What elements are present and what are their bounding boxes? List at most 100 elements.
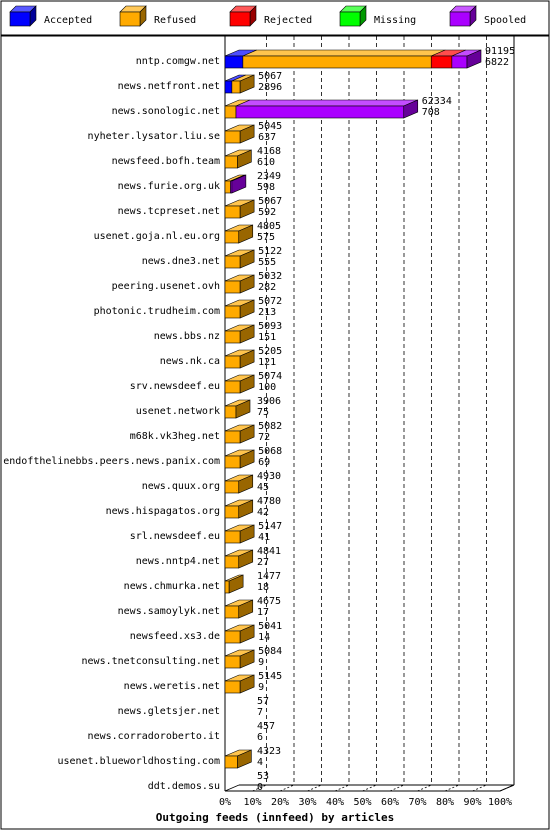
- x-tick-label: 70%: [408, 797, 426, 808]
- value-label-top: 5045: [258, 121, 282, 132]
- bar-row: [224, 374, 255, 394]
- value-label-top: 5072: [258, 296, 282, 307]
- value-label-top: 4168: [257, 146, 281, 157]
- value-label-top: 1477: [257, 571, 281, 582]
- bar-row: [224, 499, 254, 519]
- bar-side-face: [239, 424, 255, 444]
- row-label: news.bbs.nz: [154, 331, 220, 342]
- value-label-bottom: 708: [422, 107, 440, 118]
- value-label-top: 4805: [257, 221, 281, 232]
- legend-label-spooled: Spooled: [484, 15, 526, 26]
- value-label-bottom: 4: [257, 757, 263, 768]
- value-label-bottom: 0: [257, 782, 263, 793]
- bar-side-face: [238, 549, 254, 569]
- x-tick-label: 60%: [381, 797, 399, 808]
- bar-side-face: [239, 249, 255, 269]
- value-labels: 9119568225067289662334708504563741686102…: [257, 46, 515, 793]
- bar-side-face: [238, 499, 254, 519]
- bar-side-face: [466, 49, 482, 69]
- value-label-bottom: 9: [258, 682, 264, 693]
- floor-tick: [389, 784, 405, 792]
- x-tick-label: 0%: [219, 797, 231, 808]
- floor-tick: [224, 784, 240, 792]
- legend: Accepted Refused Rejected Missing Spooled: [0, 0, 550, 36]
- x-tick-label: 50%: [353, 797, 371, 808]
- value-label-bottom: 9: [258, 657, 264, 668]
- bar-side-face: [239, 649, 255, 669]
- bar-row: [224, 49, 482, 69]
- legend-item-refused: Refused: [119, 5, 196, 27]
- bar-segment-refused: [224, 524, 255, 544]
- legend-item-accepted: Accepted: [9, 5, 92, 27]
- bar-side-face: [239, 299, 255, 319]
- bar-row: [224, 99, 419, 119]
- legend-swatch-missing: [339, 11, 361, 27]
- bar-segment-refused: [224, 674, 255, 694]
- row-label: news.tnetconsulting.net: [82, 656, 220, 667]
- legend-swatch-spooled: [449, 11, 471, 27]
- legend-label-missing: Missing: [374, 15, 416, 26]
- row-labels: nntp.comgw.net news.netfront.net news.sono…: [3, 56, 220, 792]
- value-label-top: 4780: [257, 496, 281, 507]
- row-label: newsfeed.bofh.team: [112, 156, 220, 167]
- bar-row: [224, 224, 254, 244]
- value-label-top: 5074: [258, 371, 282, 382]
- bar-side-face: [239, 374, 255, 394]
- bar-row: [224, 124, 255, 144]
- bar-row: [224, 749, 252, 769]
- bar-segment-refused: [224, 274, 255, 294]
- row-label: peering.usenet.ovh: [112, 281, 220, 292]
- row-label: news.weretis.net: [124, 681, 220, 692]
- value-label-top: 4323: [257, 746, 281, 757]
- row-label: news.dne3.net: [142, 256, 220, 267]
- bar-side-face: [239, 524, 255, 544]
- legend-swatch-refused: [119, 11, 141, 27]
- bar-row: [224, 599, 254, 619]
- value-label-top: 5032: [258, 271, 282, 282]
- row-label: news.samoylyk.net: [118, 606, 220, 617]
- row-label: news.gletsjer.net: [118, 706, 220, 717]
- bar-segment-refused: [224, 599, 253, 619]
- bar-row: [224, 624, 255, 644]
- value-label-bottom: 121: [258, 357, 276, 368]
- value-label-bottom: 2896: [258, 82, 282, 93]
- bar-side-face: [239, 449, 255, 469]
- bar-row: [224, 399, 251, 419]
- row-label: news.nntp4.net: [136, 556, 220, 567]
- value-label-top: 5147: [258, 521, 282, 532]
- bar-segment-refused: [224, 474, 253, 494]
- bar-row: [224, 324, 255, 344]
- floor-tick: [499, 784, 515, 792]
- legend-swatch-rejected: [229, 11, 251, 27]
- row-label: srv.newsdeef.eu: [130, 381, 220, 392]
- bar-row: [224, 349, 255, 369]
- value-label-bottom: 592: [258, 207, 276, 218]
- bar-row: [224, 249, 255, 269]
- row-label: news.corradoroberto.it: [88, 731, 220, 742]
- legend-label-accepted: Accepted: [44, 15, 92, 26]
- bar-side-face: [237, 149, 252, 169]
- row-label: usenet.network: [136, 406, 220, 417]
- value-label-bottom: 598: [257, 182, 275, 193]
- x-tick-label: 80%: [436, 797, 454, 808]
- value-label-bottom: 555: [258, 257, 276, 268]
- bar-side-face: [239, 674, 255, 694]
- floor-tick: [417, 784, 432, 792]
- value-label-top: 5084: [258, 646, 282, 657]
- bar-row: [224, 424, 255, 444]
- bar-side-face: [239, 199, 255, 219]
- row-label: news.hispagatos.org: [106, 506, 220, 517]
- row-label: nntp.comgw.net: [136, 56, 220, 67]
- bar-row: [224, 299, 255, 319]
- bar-side-face: [235, 399, 251, 419]
- legend-label-rejected: Rejected: [264, 15, 312, 26]
- x-tick-label: 20%: [271, 797, 289, 808]
- value-label-bottom: 100: [258, 382, 276, 393]
- bar-row: [224, 549, 254, 569]
- bar-side-face: [238, 474, 254, 494]
- bar-side-face: [237, 749, 252, 769]
- row-label: m68k.vk3heg.net: [130, 431, 220, 442]
- bar-segment-refused: [224, 124, 255, 144]
- value-label-bottom: 610: [257, 157, 275, 168]
